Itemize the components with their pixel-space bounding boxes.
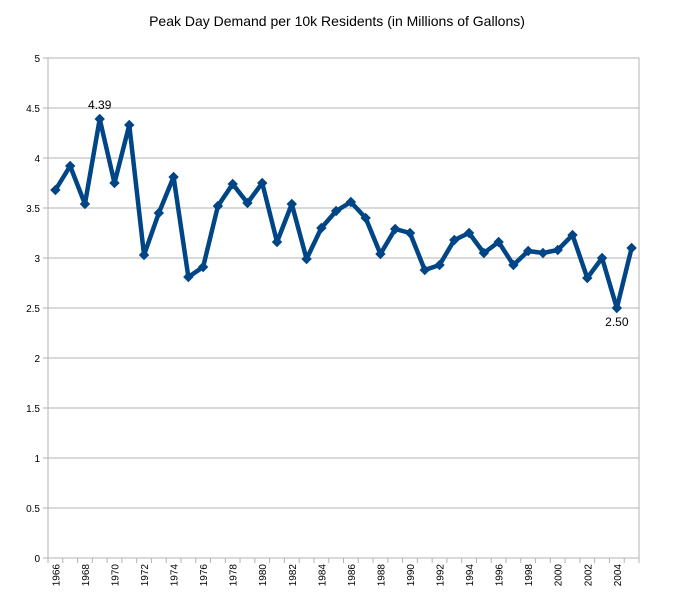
data-point	[493, 236, 504, 248]
data-point	[286, 198, 297, 210]
data-point	[242, 197, 253, 209]
data-point	[478, 247, 490, 259]
x-tick-label: 1996	[495, 564, 506, 587]
x-tick-label: 1976	[199, 564, 210, 587]
data-point	[537, 247, 549, 259]
data-point	[360, 212, 371, 224]
x-tick-label: 1970	[110, 564, 121, 587]
y-tick-label: 4	[34, 154, 40, 165]
data-label: 2.50	[605, 315, 629, 329]
data-label: 4.39	[88, 98, 112, 112]
y-tick-label: 2.5	[26, 304, 40, 315]
grid-lines	[48, 57, 640, 559]
series-peak-day-demand	[50, 113, 637, 314]
x-tick-label: 1990	[406, 564, 417, 587]
data-point	[257, 177, 268, 189]
chart-title: Peak Day Demand per 10k Residents (in Mi…	[149, 13, 525, 29]
data-point	[94, 113, 105, 125]
x-tick-label: 1992	[436, 564, 447, 587]
data-point	[390, 223, 401, 235]
data-labels: 4.39 2.50	[88, 98, 629, 329]
x-tick-label: 1980	[258, 564, 269, 587]
data-point	[626, 242, 637, 254]
y-tick-label: 0.5	[26, 504, 40, 515]
x-tick-label: 1998	[524, 564, 535, 587]
x-tick-label: 2002	[583, 564, 594, 587]
data-point	[124, 119, 135, 131]
data-point	[463, 227, 475, 239]
data-point	[375, 248, 386, 260]
data-point	[197, 261, 209, 273]
data-point	[552, 244, 563, 256]
data-point	[419, 264, 430, 276]
y-tick-labels: 0 0.5 1 1.5 2 2.5 3 3.5 4 4.5 5	[26, 54, 40, 565]
x-tick-label: 1984	[317, 564, 328, 587]
data-point	[449, 234, 460, 246]
data-point	[79, 198, 91, 210]
data-point	[183, 271, 194, 283]
x-tick-label: 1968	[81, 564, 92, 587]
x-tick-labels: 1966 1968 1970 1972 1974 1976 1978 1980 1982 1984…	[51, 564, 623, 587]
x-tick-label: 1994	[465, 564, 476, 587]
y-tick-label: 1.5	[26, 404, 40, 415]
data-point	[271, 236, 283, 248]
x-tick-label: 1988	[376, 564, 387, 587]
data-point	[64, 160, 76, 172]
data-point	[316, 222, 327, 234]
data-point	[567, 229, 578, 241]
data-point	[345, 196, 357, 208]
x-tick-label: 1972	[140, 564, 151, 587]
data-point	[596, 252, 608, 264]
data-point	[153, 207, 165, 219]
y-tick-label: 5	[34, 54, 40, 65]
x-tick-label: 2004	[613, 564, 624, 587]
y-tick-label: 1	[34, 454, 40, 465]
data-point	[404, 227, 416, 239]
x-tick-label: 1974	[170, 564, 181, 587]
series-line	[53, 116, 634, 311]
data-point	[138, 249, 150, 261]
x-tick-label: 1986	[347, 564, 358, 587]
axes	[43, 57, 640, 563]
x-tick-label: 1966	[51, 564, 62, 587]
data-point	[611, 302, 623, 314]
x-tick-label: 1978	[229, 564, 240, 587]
x-tick-label: 2000	[554, 564, 565, 587]
data-point	[50, 184, 61, 196]
y-tick-label: 4.5	[26, 104, 40, 115]
data-point	[434, 259, 445, 271]
data-point	[582, 272, 593, 284]
y-tick-label: 3.5	[26, 204, 40, 215]
y-tick-label: 3	[34, 254, 40, 265]
data-point	[109, 177, 120, 189]
data-point	[301, 253, 312, 265]
data-point	[508, 259, 519, 271]
data-point	[522, 245, 534, 257]
data-point	[168, 171, 179, 183]
data-point	[227, 178, 238, 190]
y-tick-label: 0	[34, 554, 40, 565]
data-point	[212, 200, 224, 212]
x-tick-label: 1982	[288, 564, 299, 587]
y-tick-label: 2	[34, 354, 40, 365]
data-point	[330, 205, 342, 217]
